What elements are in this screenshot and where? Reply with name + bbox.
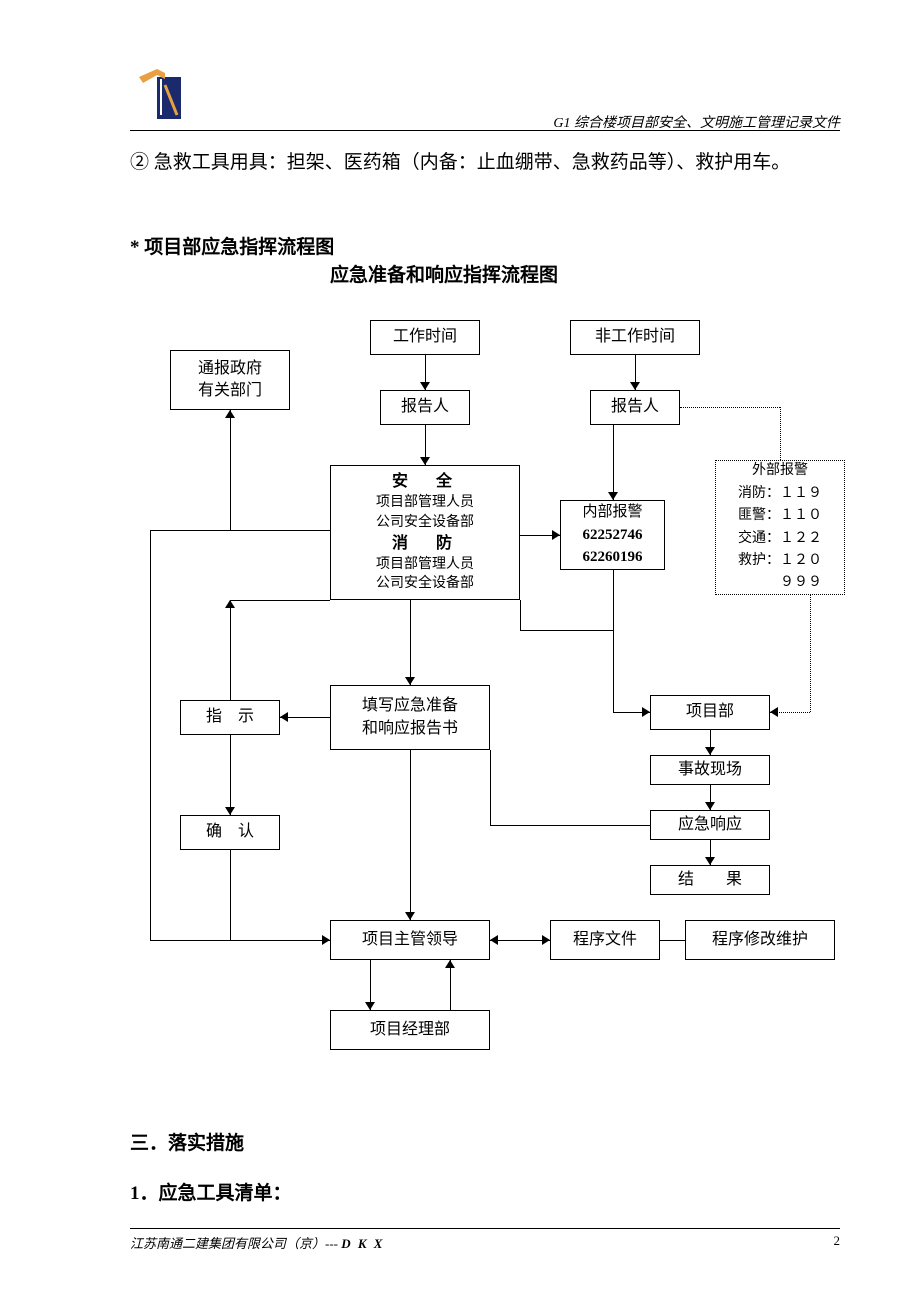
- arrowhead-icon: [420, 382, 430, 390]
- node-reporter1: 报告人: [380, 390, 470, 425]
- connector: [150, 530, 151, 940]
- arrowhead-icon: [280, 712, 288, 722]
- connector: [410, 750, 411, 920]
- connector-dotted: [680, 407, 780, 408]
- footer-company: 江苏南通二建集团有限公司（京）--- D K X: [130, 1233, 384, 1252]
- connector: [613, 425, 614, 500]
- connector-dotted: [780, 407, 781, 460]
- flowchart-container: 通报政府 有关部门 工作时间 非工作时间 报告人 报告人 安 全 项目部管理人员…: [130, 310, 850, 1070]
- connector: [230, 850, 231, 940]
- arrowhead-icon: [705, 747, 715, 755]
- document-page: G1 综合楼项目部安全、文明施工管理记录文件 ② 急救工具用具：担架、医药箱（内…: [0, 0, 920, 1302]
- connector: [150, 530, 330, 531]
- label-ext-other: ９９９: [738, 572, 822, 594]
- section-three-heading: 三．落实措施: [130, 1128, 244, 1155]
- node-procedure-file: 程序文件: [550, 920, 660, 960]
- label-ext-rescue: 救护：１２０: [738, 550, 822, 572]
- flowchart-title-main: 应急准备和响应指挥流程图: [330, 260, 558, 287]
- node-result: 结 果: [650, 865, 770, 895]
- arrowhead-icon: [608, 492, 618, 500]
- company-logo-icon: [135, 65, 185, 120]
- label-safety-line2: 项目部管理人员: [376, 493, 474, 513]
- node-report-form: 填写应急准备 和响应报告书: [330, 685, 490, 750]
- connector: [490, 750, 491, 825]
- connector: [150, 940, 330, 941]
- arrowhead-icon: [225, 410, 235, 418]
- connector: [230, 600, 231, 700]
- label-ext-title: 外部报警: [752, 460, 808, 482]
- label-internal-num2: 62260196: [583, 546, 643, 569]
- node-emergency-resp: 应急响应: [650, 810, 770, 840]
- flowchart-title-bullet: * 项目部应急指挥流程图: [130, 232, 334, 259]
- arrowhead-icon: [405, 677, 415, 685]
- node-project-leader: 项目主管领导: [330, 920, 490, 960]
- arrowhead-icon: [770, 707, 778, 717]
- arrowhead-icon: [490, 935, 498, 945]
- node-non-work-time: 非工作时间: [570, 320, 700, 355]
- node-work-time: 工作时间: [370, 320, 480, 355]
- arrowhead-icon: [420, 457, 430, 465]
- label-fire-line5: 项目部管理人员: [376, 555, 474, 575]
- header-doc-title: G1 综合楼项目部安全、文明施工管理记录文件: [553, 112, 840, 132]
- arrowhead-icon: [322, 935, 330, 945]
- label-ext-police: 匪警：１１０: [738, 505, 822, 527]
- arrowhead-icon: [705, 857, 715, 865]
- connector-dotted: [810, 595, 811, 712]
- arrowhead-icon: [225, 600, 235, 608]
- node-accident-site: 事故现场: [650, 755, 770, 785]
- node-external-alarm: 外部报警 消防：１１９ 匪警：１１０ 交通：１２２ 救护：１２０ ９９９: [715, 460, 845, 595]
- arrowhead-icon: [630, 382, 640, 390]
- page-footer: 江苏南通二建集团有限公司（京）--- D K X 2: [130, 1228, 840, 1252]
- arrowhead-icon: [225, 807, 235, 815]
- node-project-mgr: 项目经理部: [330, 1010, 490, 1050]
- arrowhead-icon: [542, 935, 550, 945]
- label-fire-line6: 公司安全设备部: [376, 574, 474, 594]
- footer-company-text: 江苏南通二建集团有限公司（京）---: [130, 1236, 341, 1251]
- arrowhead-icon: [552, 530, 560, 540]
- node-safety-fire: 安 全 项目部管理人员 公司安全设备部 消 防 项目部管理人员 公司安全设备部: [330, 465, 520, 600]
- node-procedure-modify: 程序修改维护: [685, 920, 835, 960]
- connector: [613, 570, 614, 712]
- label-safety: 安 全: [392, 471, 458, 493]
- connector: [490, 940, 550, 941]
- arrowhead-icon: [445, 960, 455, 968]
- label-ext-fire: 消防：１１９: [738, 483, 822, 505]
- connector: [230, 600, 330, 601]
- node-confirm: 确 认: [180, 815, 280, 850]
- label-safety-line3: 公司安全设备部: [376, 513, 474, 533]
- label-ext-traffic: 交通：１２２: [738, 528, 822, 550]
- node-project-dept: 项目部: [650, 695, 770, 730]
- footer-dkx: D K X: [341, 1236, 384, 1251]
- connector: [230, 735, 231, 815]
- footer-page-number: 2: [834, 1233, 841, 1252]
- connector: [520, 630, 613, 631]
- node-instruct: 指 示: [180, 700, 280, 735]
- node-gov-report: 通报政府 有关部门: [170, 350, 290, 410]
- connector: [490, 825, 650, 826]
- connector: [520, 600, 521, 630]
- header-rule: [130, 130, 840, 131]
- node-reporter2: 报告人: [590, 390, 680, 425]
- connector: [660, 940, 685, 941]
- arrowhead-icon: [365, 1002, 375, 1010]
- connector: [230, 410, 231, 530]
- arrowhead-icon: [642, 707, 650, 717]
- label-internal-num1: 62252746: [583, 524, 643, 547]
- node-internal-alarm: 内部报警 62252746 62260196: [560, 500, 665, 570]
- arrowhead-icon: [705, 802, 715, 810]
- arrowhead-icon: [405, 912, 415, 920]
- section-one-heading: 1．应急工具清单：: [130, 1178, 292, 1205]
- label-fire: 消 防: [392, 533, 458, 555]
- paragraph-text: ② 急救工具用具：担架、医药箱（内备：止血绷带、急救药品等）、救护用车。: [130, 145, 840, 181]
- label-internal-title: 内部报警: [582, 501, 642, 524]
- connector: [410, 600, 411, 685]
